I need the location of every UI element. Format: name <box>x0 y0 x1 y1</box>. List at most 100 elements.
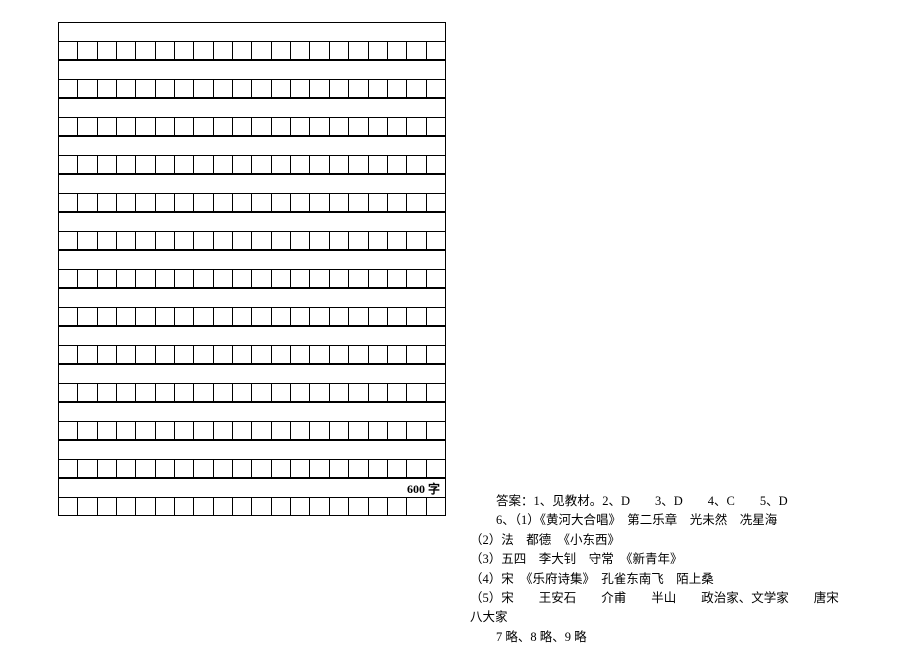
grid-cell <box>388 80 407 97</box>
grid-cell <box>330 422 349 439</box>
grid-cell <box>98 80 117 97</box>
grid-cell <box>291 42 310 59</box>
grid-cell <box>291 308 310 325</box>
grid-cell <box>310 194 329 211</box>
grid-cell <box>98 422 117 439</box>
grid-spacer-row <box>58 478 446 497</box>
grid-cell <box>233 498 252 515</box>
grid-cell-row <box>58 41 446 60</box>
grid-cell <box>117 42 136 59</box>
grid-cell <box>98 384 117 401</box>
grid-cell <box>78 232 97 249</box>
grid-cell <box>330 42 349 59</box>
grid-cell <box>369 42 388 59</box>
grid-cell <box>214 118 233 135</box>
grid-cell <box>310 308 329 325</box>
grid-cell <box>214 384 233 401</box>
grid-cell <box>156 384 175 401</box>
grid-cell <box>98 460 117 477</box>
grid-cell <box>369 460 388 477</box>
grid-cell-row <box>58 345 446 364</box>
grid-cell <box>349 460 368 477</box>
grid-cell <box>252 308 271 325</box>
grid-cell <box>59 42 78 59</box>
grid-cell <box>330 80 349 97</box>
grid-cell <box>272 384 291 401</box>
grid-cell <box>156 308 175 325</box>
grid-cell <box>117 346 136 363</box>
grid-cell <box>78 118 97 135</box>
grid-cell <box>136 232 155 249</box>
grid-cell <box>136 422 155 439</box>
grid-cell <box>194 232 213 249</box>
grid-cell <box>330 232 349 249</box>
grid-cell <box>272 308 291 325</box>
grid-cell <box>272 80 291 97</box>
grid-cell <box>310 156 329 173</box>
grid-cell <box>136 498 155 515</box>
char-count-marker: 600 字 <box>407 480 440 497</box>
grid-cell <box>252 232 271 249</box>
grid-cell <box>194 308 213 325</box>
grid-cell <box>117 498 136 515</box>
grid-cell <box>291 232 310 249</box>
grid-cell <box>175 80 194 97</box>
grid-cell <box>59 422 78 439</box>
grid-cell <box>78 498 97 515</box>
grid-cell <box>59 232 78 249</box>
grid-cell <box>117 422 136 439</box>
grid-cell <box>388 270 407 287</box>
grid-cell <box>310 270 329 287</box>
grid-cell <box>214 80 233 97</box>
grid-cell <box>427 80 446 97</box>
grid-cell <box>156 42 175 59</box>
grid-cell <box>310 346 329 363</box>
grid-cell <box>233 80 252 97</box>
grid-cell <box>349 384 368 401</box>
grid-cell <box>136 118 155 135</box>
grid-cell <box>194 156 213 173</box>
grid-cell <box>214 232 233 249</box>
answer-line: （2）法 都德 《小东西》 <box>470 531 870 550</box>
grid-cell <box>78 422 97 439</box>
grid-cell <box>407 384 426 401</box>
grid-cell <box>59 346 78 363</box>
grid-cell <box>156 422 175 439</box>
grid-cell <box>117 460 136 477</box>
grid-cell <box>310 384 329 401</box>
grid-cell <box>291 194 310 211</box>
grid-cell <box>330 194 349 211</box>
grid-cell <box>388 346 407 363</box>
grid-cell <box>156 460 175 477</box>
grid-spacer-row <box>58 174 446 193</box>
grid-spacer-row <box>58 22 446 41</box>
grid-cell <box>252 42 271 59</box>
grid-cell <box>252 80 271 97</box>
grid-cell <box>98 118 117 135</box>
grid-spacer-row <box>58 250 446 269</box>
grid-cell <box>175 232 194 249</box>
grid-cell <box>369 346 388 363</box>
grid-spacer-row <box>58 136 446 155</box>
grid-cell <box>156 270 175 287</box>
grid-cell <box>136 80 155 97</box>
grid-cell <box>175 194 194 211</box>
grid-cell <box>117 156 136 173</box>
grid-cell <box>388 384 407 401</box>
grid-cell <box>349 498 368 515</box>
grid-cell <box>272 118 291 135</box>
grid-spacer-row <box>58 288 446 307</box>
grid-cell <box>427 308 446 325</box>
grid-spacer-row <box>58 60 446 79</box>
grid-cell <box>427 232 446 249</box>
grid-cell <box>291 460 310 477</box>
grid-cell <box>349 422 368 439</box>
grid-cell <box>194 498 213 515</box>
grid-cell <box>291 156 310 173</box>
grid-cell <box>252 270 271 287</box>
grid-cell <box>407 460 426 477</box>
grid-cell <box>59 308 78 325</box>
grid-cell <box>330 384 349 401</box>
grid-cell <box>98 194 117 211</box>
answer-line: （5）宋 王安石 介甫 半山 政治家、文学家 唐宋 <box>470 589 870 608</box>
